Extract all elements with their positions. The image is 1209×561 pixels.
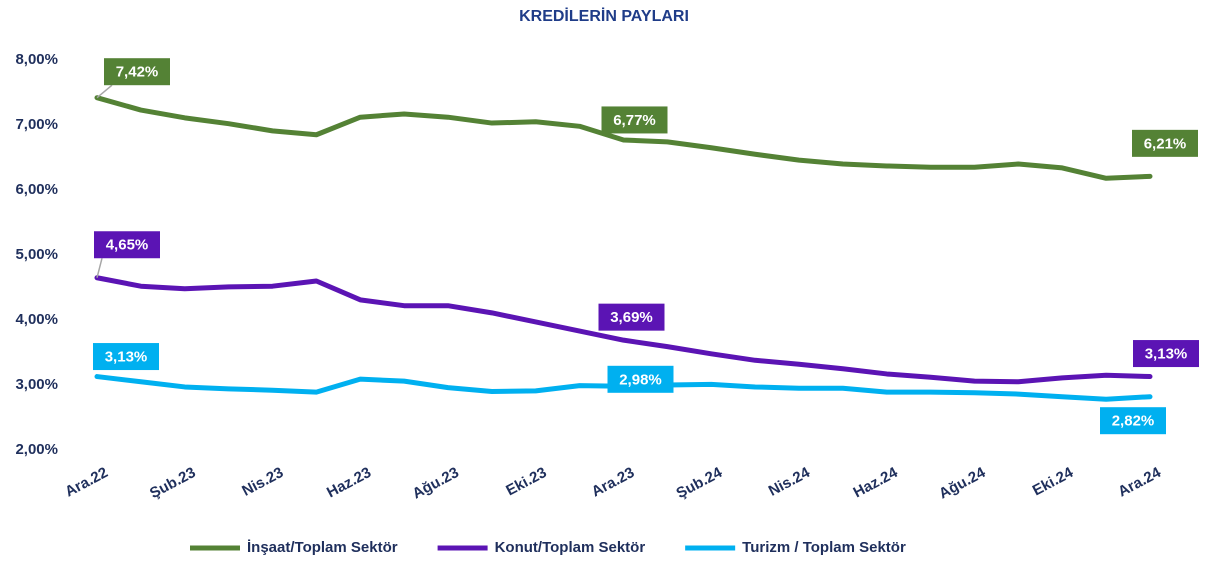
data-label-box xyxy=(1133,340,1199,368)
y-tick-label: 5,00% xyxy=(15,246,58,263)
y-tick-label: 8,00% xyxy=(15,51,58,68)
y-tick-label: 6,00% xyxy=(15,181,58,198)
data-label: 4,65% xyxy=(106,237,149,254)
data-label-box xyxy=(601,106,668,134)
data-label-box xyxy=(93,343,159,371)
data-label-box xyxy=(94,231,160,259)
series-line xyxy=(94,95,1153,181)
data-label: 3,69% xyxy=(610,309,653,326)
data-label-box xyxy=(104,58,170,86)
data-label-box xyxy=(607,365,674,393)
y-tick-label: 7,00% xyxy=(15,116,58,133)
y-tick-label: 3,00% xyxy=(15,376,58,393)
data-label: 2,82% xyxy=(1112,413,1155,430)
x-tick-label: Haz.23 xyxy=(324,464,374,501)
x-tick-label: Şub.23 xyxy=(147,464,198,502)
x-tick-label: Eki.24 xyxy=(1030,464,1077,500)
data-label: 7,42% xyxy=(116,64,159,81)
data-label: 2,98% xyxy=(619,371,662,388)
leader-line xyxy=(96,258,103,278)
data-label-box xyxy=(1132,129,1198,157)
x-tick-label: Nis.23 xyxy=(239,464,286,500)
data-label: 3,13% xyxy=(1145,346,1188,363)
legend-label: Turizm / Toplam Sektör xyxy=(742,539,906,556)
x-tick-label: Ağu.23 xyxy=(410,464,462,502)
x-tick-label: Ara.22 xyxy=(62,464,110,501)
data-label: 6,21% xyxy=(1144,135,1187,152)
x-tick-label: Ağu.24 xyxy=(936,464,989,503)
y-tick-label: 4,00% xyxy=(15,311,58,328)
series-line xyxy=(94,275,1153,385)
leader-line xyxy=(96,84,113,99)
legend-label: İnşaat/Toplam Sektör xyxy=(247,539,398,556)
data-label-box xyxy=(1100,407,1166,435)
x-tick-label: Ara.23 xyxy=(589,464,637,501)
data-label: 3,13% xyxy=(105,349,148,366)
legend-label: Konut/Toplam Sektör xyxy=(495,539,646,556)
x-tick-label: Nis.24 xyxy=(766,464,814,500)
x-tick-label: Eki.23 xyxy=(503,464,549,499)
data-label-box xyxy=(598,303,665,331)
chart-title: KREDİLERİN PAYLARI xyxy=(519,7,689,25)
x-tick-label: Ara.24 xyxy=(1115,464,1164,501)
x-tick-label: Şub.24 xyxy=(674,464,726,502)
y-tick-label: 2,00% xyxy=(15,441,58,458)
data-label: 6,77% xyxy=(613,112,656,129)
x-tick-label: Haz.24 xyxy=(851,464,902,502)
